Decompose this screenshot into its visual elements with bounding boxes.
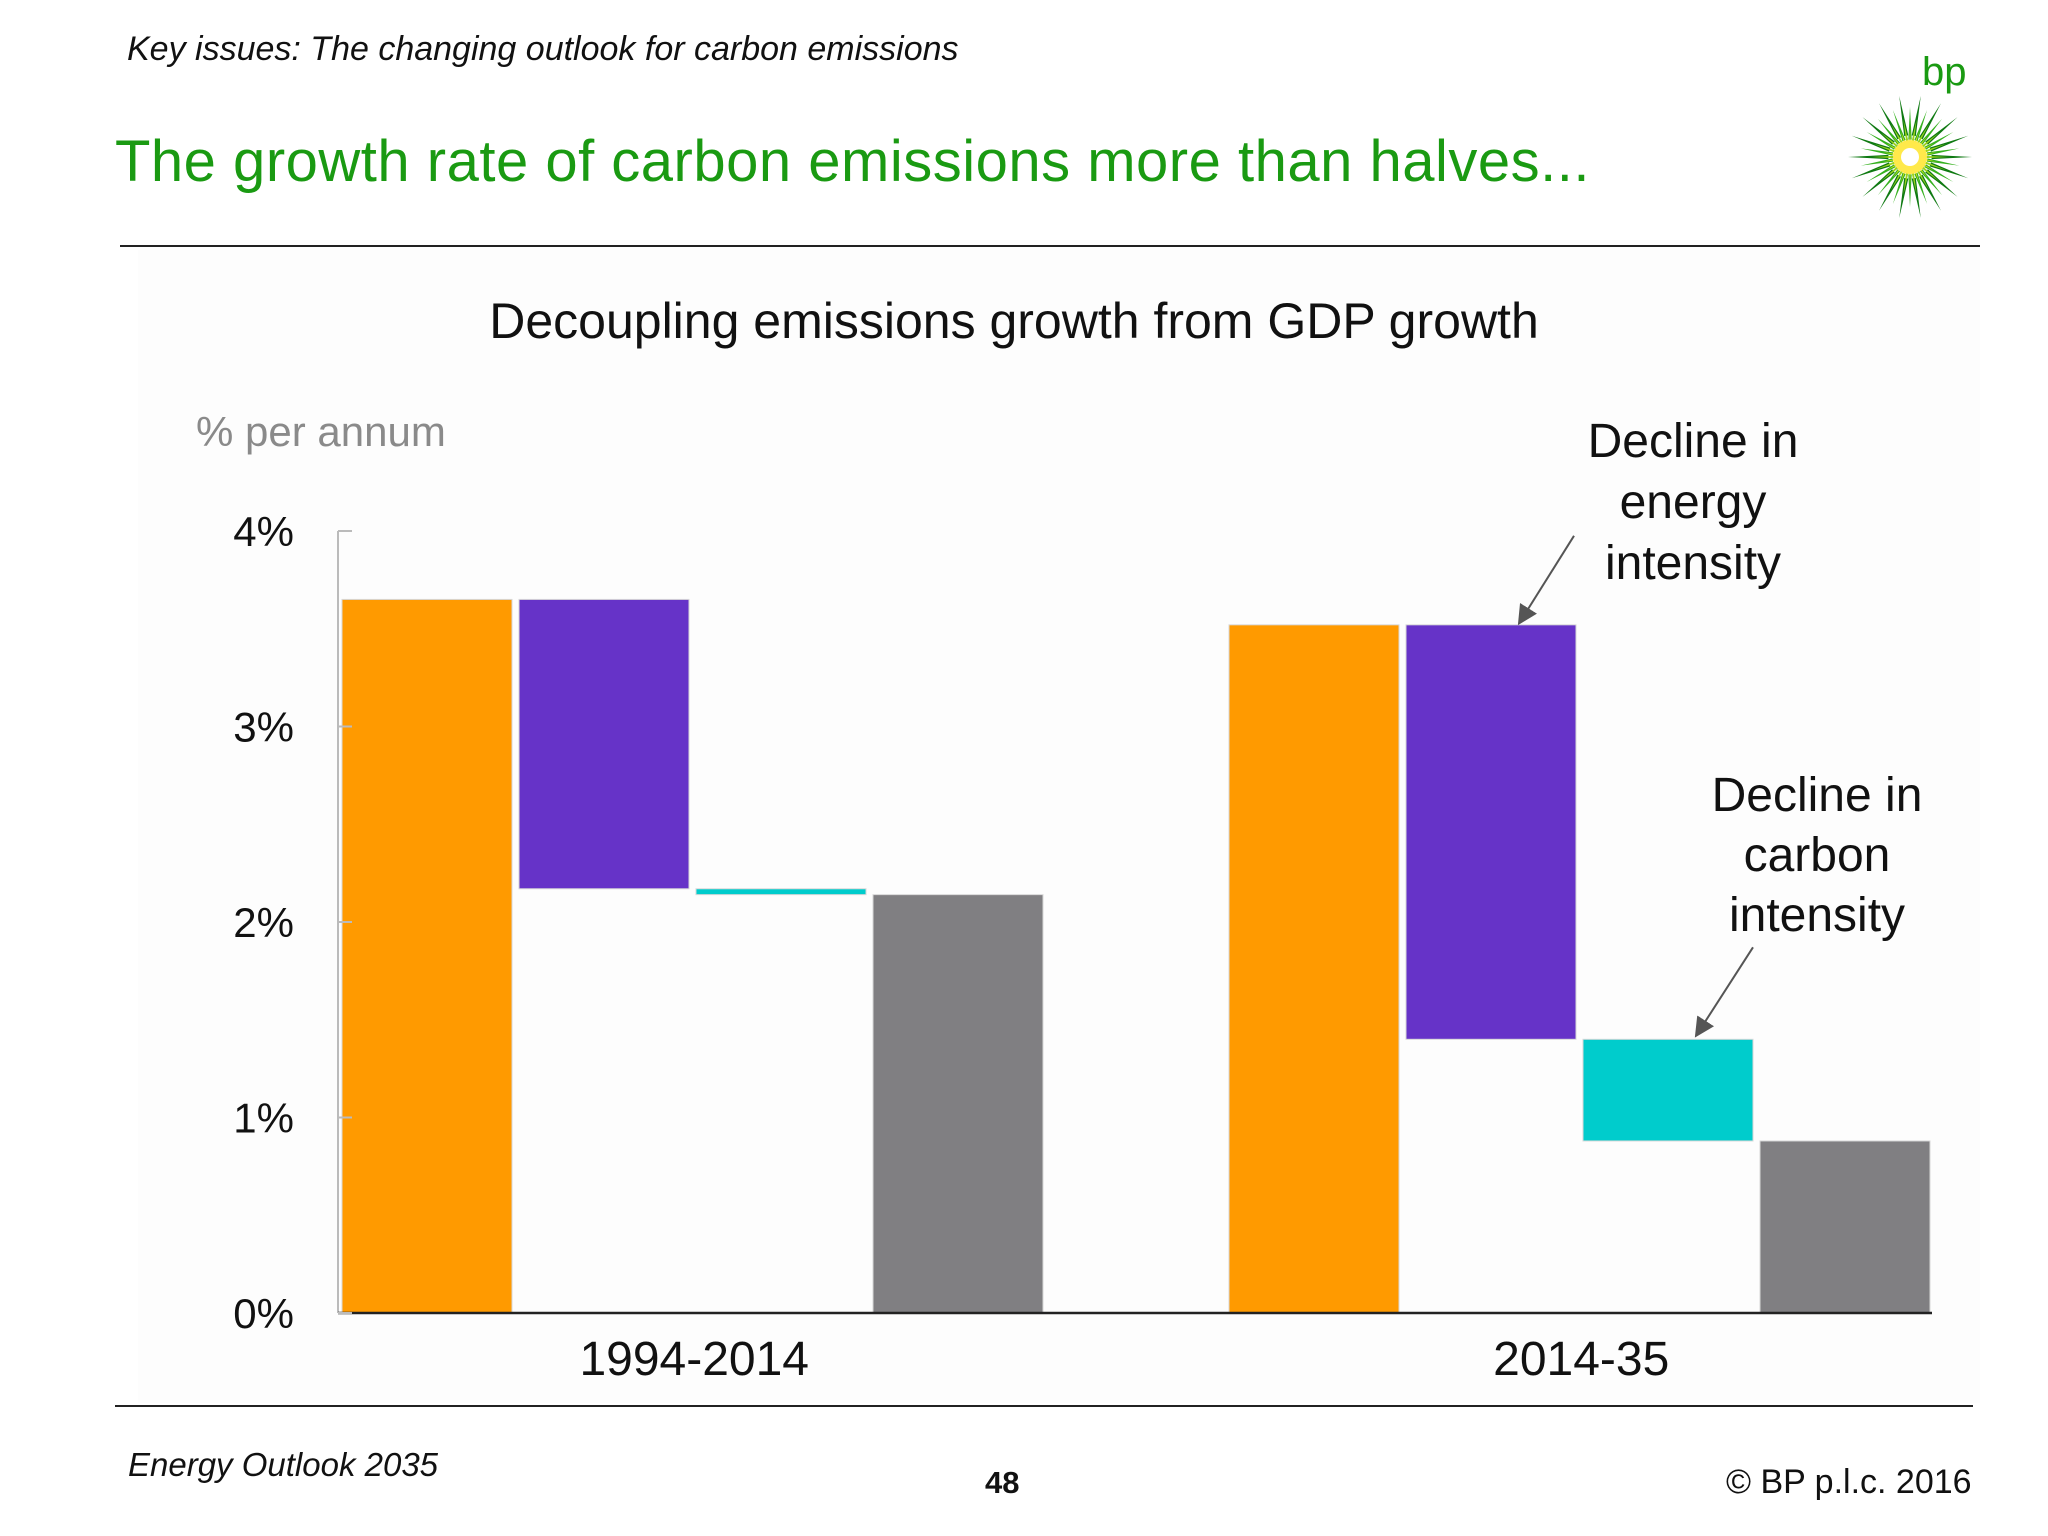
bp-helios-icon <box>1848 95 1972 219</box>
helios-petal <box>1922 144 1946 154</box>
helios-petal <box>1848 154 1889 160</box>
helios-petal <box>1908 174 1912 207</box>
helios-petal <box>1872 155 1897 159</box>
bar-carbon-intensity <box>1582 1038 1754 1142</box>
helios-petal <box>1860 148 1894 156</box>
page-headline: The growth rate of carbon emissions more… <box>115 129 1590 194</box>
helios-petal <box>1915 124 1929 147</box>
annotation-text: energy <box>1620 476 1767 529</box>
y-tick-label: 3% <box>233 704 294 751</box>
helios-petal <box>1919 132 1940 150</box>
chart-title: Decoupling emissions growth from GDP gro… <box>489 293 1539 349</box>
annotation-arrow <box>1694 946 1754 1038</box>
helios-petal <box>1891 167 1905 190</box>
helios-petal <box>1911 177 1921 219</box>
x-category-label: 2014-35 <box>1493 1333 1669 1386</box>
helios-petal <box>1908 107 1912 140</box>
helios-petal <box>1929 135 1969 152</box>
helios-petal <box>1874 160 1898 170</box>
bp-logo-text: bp <box>1922 50 1967 94</box>
helios-petal <box>1923 155 1948 159</box>
helios-petal <box>1851 135 1891 152</box>
helios-petal <box>1877 118 1901 145</box>
copyright-notice: © BP p.l.c. 2016 <box>1726 1463 1972 1501</box>
helios-petal <box>1899 95 1909 137</box>
annotation-callout: Decline in energy intensity <box>1517 415 1799 626</box>
helios-petal <box>1892 172 1906 204</box>
helios-petal <box>1903 169 1909 195</box>
bar-emissions <box>1759 1140 1931 1314</box>
helios-petal <box>1874 144 1898 154</box>
helios-core <box>1901 148 1919 166</box>
header-divider <box>120 245 1980 247</box>
annotation-text: Decline in <box>1588 415 1799 468</box>
helios-petal <box>1851 162 1891 179</box>
bar-energy-intensity <box>518 598 690 890</box>
bar-emissions <box>872 894 1044 1314</box>
y-axis-unit-label: % per annum <box>196 408 446 455</box>
bar-gdp <box>341 598 513 1314</box>
y-tick-label: 2% <box>233 899 294 946</box>
helios-petal <box>1892 110 1906 142</box>
helios-petal <box>1922 160 1946 170</box>
footer-publication: Energy Outlook 2035 <box>128 1446 439 1483</box>
helios-petal <box>1924 132 1954 150</box>
helios-petal <box>1911 119 1917 145</box>
x-category-label: 1994-2014 <box>579 1333 809 1386</box>
helios-petal <box>1880 164 1901 182</box>
bar-gdp <box>1228 624 1400 1314</box>
helios-petal <box>1911 95 1921 137</box>
helios-petal <box>1929 162 1969 179</box>
y-tick-label: 1% <box>233 1095 294 1142</box>
helios-petal <box>1915 167 1929 190</box>
helios-petal <box>1919 169 1943 196</box>
helios-petal <box>1860 158 1894 166</box>
footer-divider <box>115 1405 1973 1407</box>
helios-petal <box>1866 132 1896 150</box>
helios-petal <box>1931 154 1972 160</box>
section-kicker: Key issues: The changing outlook for car… <box>127 30 959 68</box>
helios-petal <box>1866 164 1896 182</box>
helios-petal <box>1914 110 1928 142</box>
annotation-text: intensity <box>1605 537 1781 590</box>
helios-petal <box>1899 177 1909 219</box>
helios-petal <box>1914 172 1928 204</box>
helios-petal <box>1918 174 1941 211</box>
helios-petal <box>1919 118 1943 145</box>
y-tick-label: 4% <box>233 508 294 555</box>
helios-petal <box>1879 103 1902 140</box>
helios-petal <box>1880 132 1901 150</box>
annotation-callout: Decline in carbon intensity <box>1694 769 1923 1038</box>
annotation-text: intensity <box>1729 889 1905 942</box>
y-tick-label: 0% <box>233 1290 294 1337</box>
helios-petal <box>1891 124 1905 147</box>
helios-petal <box>1879 174 1902 211</box>
helios-petal <box>1919 164 1940 182</box>
bar-carbon-intensity <box>695 888 867 896</box>
helios-petal <box>1903 119 1909 145</box>
helios-petal <box>1877 169 1901 196</box>
bar-energy-intensity <box>1405 624 1577 1040</box>
annotation-arrow <box>1517 535 1575 626</box>
helios-petal <box>1911 169 1917 195</box>
annotation-text: carbon <box>1744 829 1891 882</box>
helios-petal <box>1924 164 1954 182</box>
annotation-text: Decline in <box>1712 769 1923 822</box>
helios-petal <box>1918 103 1941 140</box>
page-number: 48 <box>985 1465 1020 1500</box>
helios-petal <box>1926 158 1960 166</box>
helios-petal <box>1926 148 1960 156</box>
